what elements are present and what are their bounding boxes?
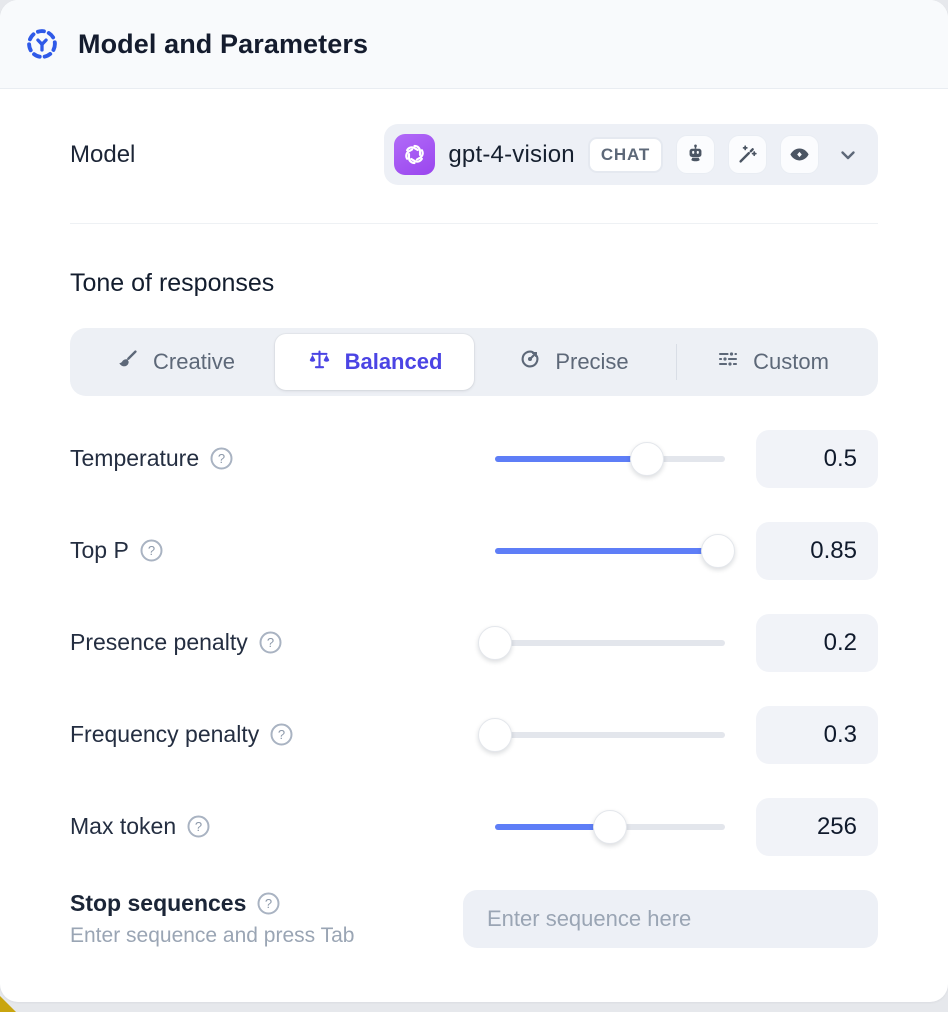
model-row: Model gpt-4-vision CHAT <box>70 124 878 185</box>
tone-option-label: Creative <box>153 349 235 374</box>
parameter-slider[interactable] <box>495 441 725 476</box>
parameter-slider[interactable] <box>495 533 736 568</box>
help-icon[interactable]: ? <box>256 891 281 916</box>
parameter-label: Top P <box>70 537 129 563</box>
tone-option-balanced[interactable]: Balanced <box>275 334 474 390</box>
svg-text:?: ? <box>267 635 274 650</box>
help-icon[interactable]: ? <box>139 538 164 563</box>
slider-thumb[interactable] <box>593 809 627 844</box>
help-icon[interactable]: ? <box>186 814 211 839</box>
slider-track[interactable] <box>495 731 725 738</box>
slider-thumb[interactable] <box>478 717 512 752</box>
tone-option-creative[interactable]: Creative <box>76 334 275 390</box>
chevron-down-icon <box>836 143 860 167</box>
slider-fill <box>495 547 719 554</box>
selected-model-name: gpt-4-vision <box>448 140 575 168</box>
parameter-row-frequency-penalty: Frequency penalty ? 0.3 <box>70 705 878 764</box>
stop-sequences-row: Stop sequences ? Enter sequence and pres… <box>70 890 878 948</box>
parameter-slider[interactable] <box>495 809 725 844</box>
parameter-row-top-p: Top P ? 0.85 <box>70 521 878 580</box>
stop-sequences-hint: Enter sequence and press Tab <box>70 924 355 947</box>
segment-divider <box>676 344 677 380</box>
parameter-value[interactable]: 256 <box>756 797 878 856</box>
svg-text:?: ? <box>148 543 155 558</box>
parameter-row-temperature: Temperature ? 0.5 <box>70 429 878 488</box>
section-divider <box>70 223 878 224</box>
parameter-slider[interactable] <box>478 625 725 660</box>
tone-option-label: Balanced <box>344 349 443 374</box>
parameter-row-presence-penalty: Presence penalty ? 0.2 <box>70 613 878 672</box>
slider-thumb[interactable] <box>701 533 736 568</box>
tone-segmented-control: Creative Balanced <box>70 328 878 396</box>
openai-logo <box>394 134 436 175</box>
parameters-list: Temperature ? 0.5 Top P ? <box>70 429 878 856</box>
magic-wand-icon <box>728 135 767 174</box>
model-parameters-icon <box>24 26 60 62</box>
parameter-row-max-token: Max token ? 256 <box>70 797 878 856</box>
slider-fill <box>495 455 647 462</box>
paintbrush-icon <box>116 347 140 377</box>
parameter-value[interactable]: 0.85 <box>756 521 878 580</box>
parameter-value[interactable]: 0.2 <box>756 613 878 672</box>
model-select-dropdown[interactable]: gpt-4-vision CHAT <box>384 124 878 185</box>
panel-header: Model and Parameters <box>0 0 948 89</box>
slider-track[interactable] <box>495 639 725 646</box>
slider-fill <box>495 823 610 830</box>
stop-sequences-label: Stop sequences <box>70 890 247 916</box>
svg-text:?: ? <box>218 451 225 466</box>
model-label: Model <box>70 140 136 168</box>
tone-heading: Tone of responses <box>70 269 275 297</box>
parameter-value[interactable]: 0.5 <box>756 429 878 488</box>
slider-thumb[interactable] <box>629 441 664 476</box>
sliders-icon <box>716 347 740 377</box>
svg-text:?: ? <box>265 896 272 911</box>
tone-option-label: Custom <box>753 349 829 374</box>
help-icon[interactable]: ? <box>209 446 234 471</box>
svg-text:?: ? <box>195 819 202 834</box>
robot-icon <box>676 135 715 174</box>
tone-option-precise[interactable]: Precise <box>474 334 673 390</box>
parameter-value[interactable]: 0.3 <box>756 705 878 764</box>
model-type-badge: CHAT <box>587 136 663 173</box>
stop-sequence-input[interactable] <box>463 890 878 948</box>
parameter-label: Frequency penalty <box>70 721 260 747</box>
tone-option-label: Precise <box>555 349 629 374</box>
parameter-slider[interactable] <box>478 717 725 752</box>
target-icon <box>518 347 542 377</box>
vision-eye-icon <box>780 135 819 174</box>
tone-option-custom[interactable]: Custom <box>673 334 872 390</box>
slider-thumb[interactable] <box>478 625 512 660</box>
parameter-label: Temperature <box>70 445 200 471</box>
svg-text:?: ? <box>278 727 285 742</box>
parameter-label: Max token <box>70 813 177 839</box>
help-icon[interactable]: ? <box>258 630 283 655</box>
balance-scale-icon <box>307 347 332 378</box>
panel-title: Model and Parameters <box>78 28 369 59</box>
help-icon[interactable]: ? <box>269 722 294 747</box>
parameter-label: Presence penalty <box>70 629 248 655</box>
